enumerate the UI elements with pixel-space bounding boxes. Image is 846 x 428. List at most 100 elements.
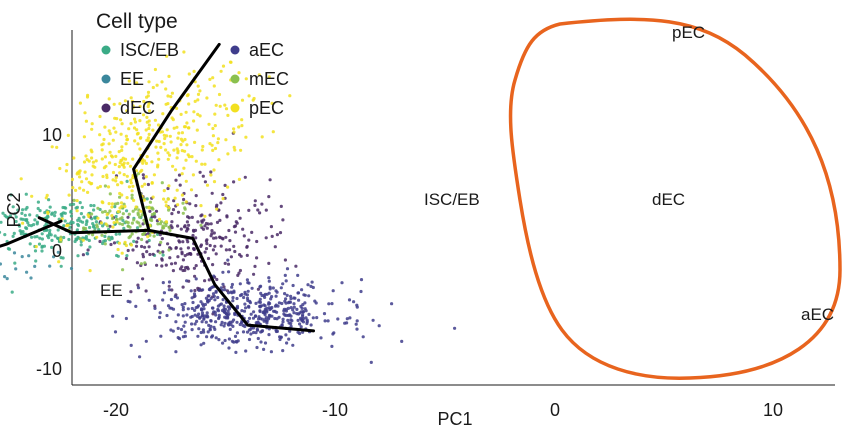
point-aec: [126, 299, 130, 303]
point-isc-eb: [53, 234, 57, 238]
point-pec: [111, 138, 115, 142]
point-pec: [237, 71, 241, 75]
point-pec: [122, 165, 126, 169]
point-pec: [183, 149, 187, 153]
y-tick-label: 10: [42, 125, 62, 145]
point-isc-eb: [43, 211, 47, 215]
point-mec: [130, 221, 134, 225]
point-pec: [75, 209, 79, 213]
point-pec: [176, 203, 180, 207]
point-aec: [289, 297, 293, 301]
point-pec: [135, 81, 139, 85]
point-mec: [140, 213, 144, 217]
point-aec: [315, 316, 319, 320]
point-dec: [181, 268, 185, 273]
point-pec: [192, 119, 196, 123]
point-dec: [168, 256, 172, 260]
point-isc-eb: [44, 216, 48, 220]
point-dec: [236, 273, 240, 277]
point-pec: [89, 148, 93, 152]
point-pec: [90, 156, 94, 160]
point-isc-eb: [34, 259, 38, 263]
point-isc-eb: [56, 228, 60, 232]
point-dec: [186, 240, 190, 244]
legend-label-isc-eb: ISC/EB: [120, 40, 179, 60]
point-aec: [206, 299, 210, 303]
point-aec: [301, 310, 305, 314]
point-aec: [285, 267, 290, 271]
point-pec: [100, 148, 104, 152]
point-mec: [152, 234, 156, 238]
point-pec: [237, 177, 241, 181]
point-aec: [179, 327, 184, 332]
point-aec: [194, 277, 198, 281]
point-isc-eb: [40, 245, 44, 249]
point-aec: [263, 309, 267, 313]
point-pec: [123, 99, 127, 103]
point-isc-eb: [21, 217, 25, 221]
point-pec: [187, 102, 191, 106]
point-pec: [128, 164, 133, 168]
point-pec: [165, 128, 169, 132]
point-aec: [302, 293, 306, 297]
point-pec: [217, 92, 222, 97]
point-pec: [144, 128, 148, 132]
point-dec: [153, 215, 157, 219]
point-pec: [240, 98, 245, 102]
point-aec: [183, 302, 187, 306]
point-pec: [46, 210, 50, 214]
point-mec: [72, 198, 76, 202]
point-aec: [209, 319, 213, 323]
point-pec: [104, 164, 108, 168]
point-pec: [112, 102, 116, 106]
point-isc-eb: [161, 253, 165, 257]
point-pec: [90, 173, 94, 177]
point-pec: [147, 123, 151, 127]
point-aec: [220, 320, 224, 324]
point-aec: [270, 314, 274, 318]
point-pec: [146, 90, 151, 94]
point-pec: [150, 181, 154, 185]
point-isc-eb: [28, 213, 32, 217]
x-tick-label: -20: [103, 400, 129, 420]
point-aec: [242, 309, 247, 313]
point-pec: [123, 204, 127, 209]
point-pec: [186, 153, 190, 157]
point-pec: [142, 159, 147, 163]
point-pec: [121, 156, 125, 160]
point-isc-eb: [67, 237, 71, 242]
point-pec: [130, 189, 134, 193]
point-pec: [106, 185, 111, 189]
point-mec: [118, 195, 122, 199]
point-ee: [5, 277, 9, 281]
point-pec: [164, 102, 168, 106]
point-aec: [319, 336, 323, 340]
point-aec: [247, 316, 252, 320]
point-aec: [171, 329, 175, 333]
point-isc-eb: [88, 225, 92, 230]
point-dec: [183, 254, 187, 258]
point-pec: [129, 122, 133, 126]
point-pec: [170, 116, 174, 120]
point-dec: [224, 235, 228, 239]
point-pec: [114, 176, 118, 180]
point-dec: [126, 215, 130, 219]
point-aec: [303, 301, 307, 305]
point-aec: [221, 282, 225, 286]
point-aec: [176, 313, 180, 317]
point-aec: [296, 273, 300, 277]
annotation-dec: dEC: [652, 190, 685, 209]
point-isc-eb: [63, 206, 67, 210]
point-pec: [82, 135, 86, 139]
point-dec: [245, 253, 249, 257]
point-mec: [120, 222, 125, 226]
point-pec: [65, 162, 69, 167]
point-mec: [150, 206, 154, 210]
point-dec: [233, 230, 238, 234]
point-aec: [196, 334, 200, 338]
point-isc-eb: [53, 210, 57, 214]
point-dec: [166, 186, 170, 191]
point-isc-eb: [10, 290, 14, 294]
point-isc-eb: [60, 212, 64, 216]
point-isc-eb: [82, 215, 86, 219]
